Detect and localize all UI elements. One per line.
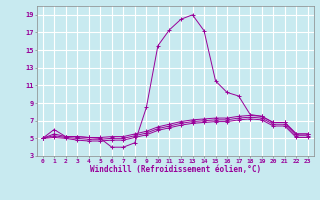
X-axis label: Windchill (Refroidissement éolien,°C): Windchill (Refroidissement éolien,°C) [90, 165, 261, 174]
